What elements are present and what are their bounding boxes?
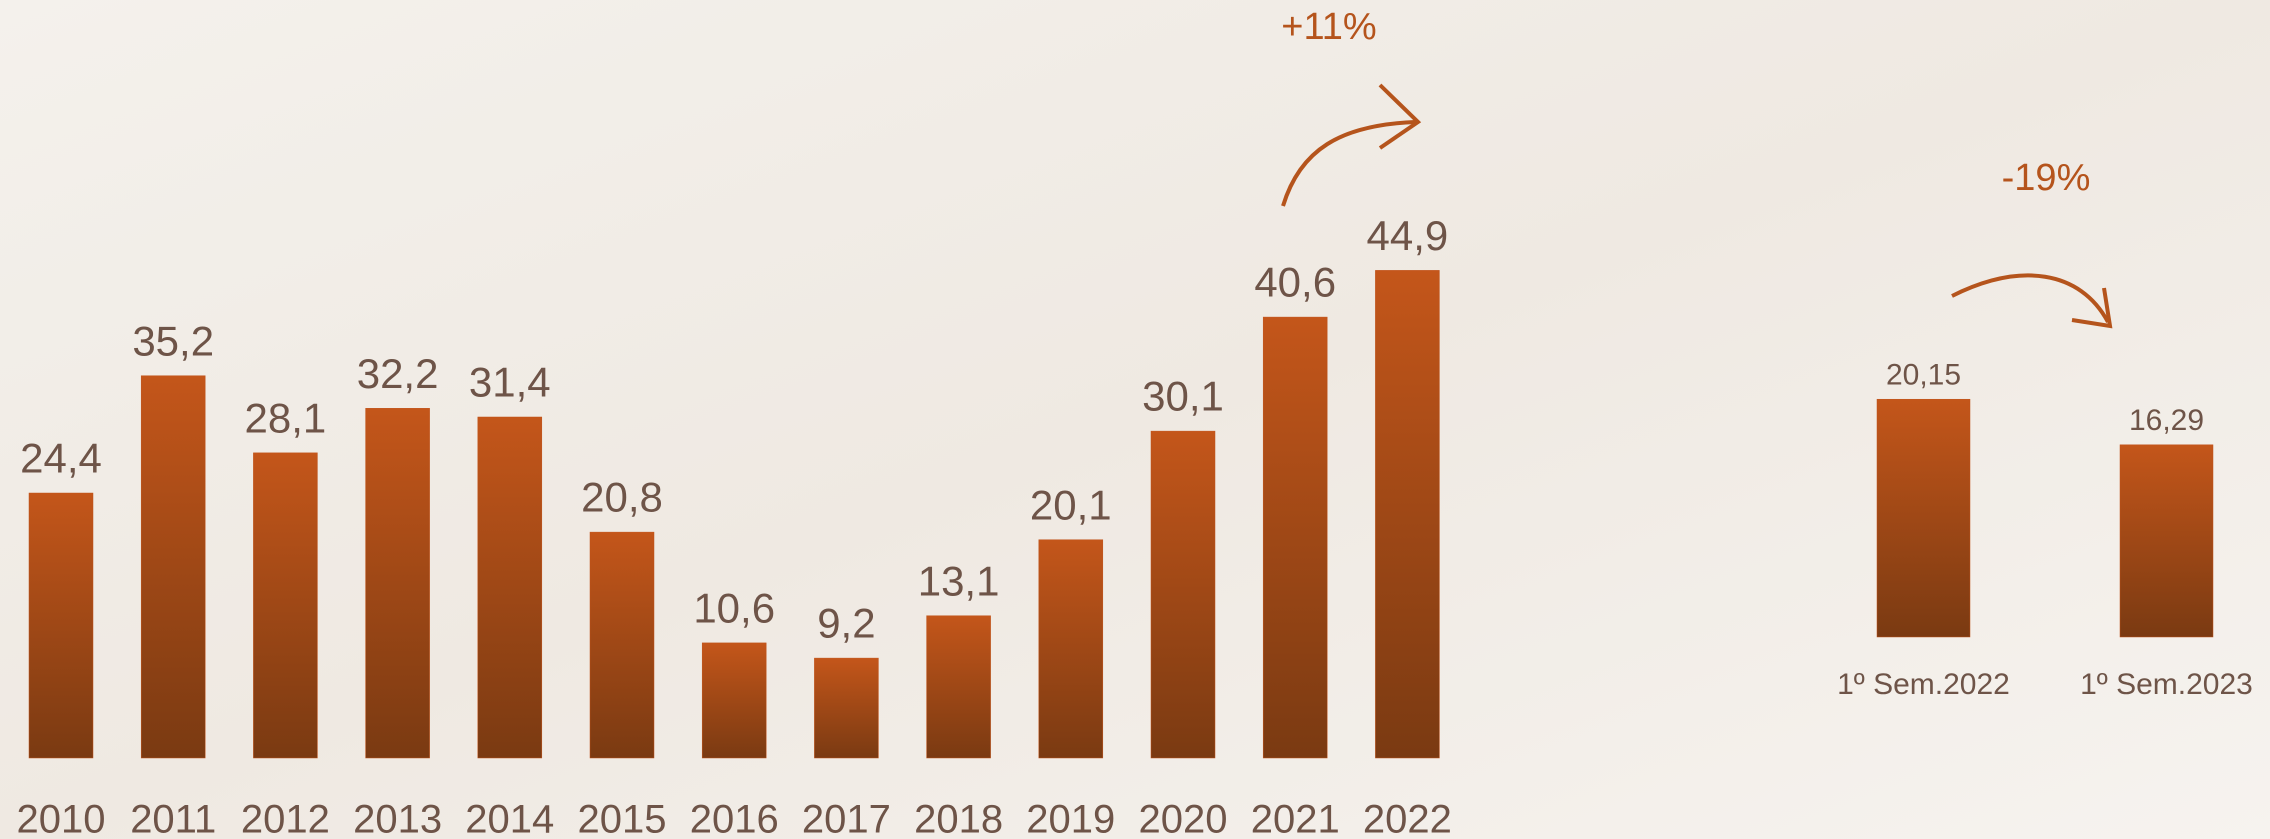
x-tick-label: 2014 [465,798,554,839]
x-tick-label: 2015 [578,798,667,839]
x-tick-label: 2016 [690,798,779,839]
value-label: 44,9 [1367,212,1449,259]
value-label: 31,4 [469,359,551,406]
x-tick-label: 1º Sem.2022 [1837,668,2010,701]
x-tick-label: 2020 [1139,798,1228,839]
arrow-up [1281,120,1416,207]
value-label: 9,2 [817,600,875,647]
bar [253,452,318,759]
value-label: 20,15 [1886,359,1961,392]
x-tick-label: 1º Sem.2023 [2080,668,2253,701]
x-tick-label: 2019 [1026,798,1115,839]
annotation: -19% [2002,157,2091,199]
value-label: 10,6 [693,584,775,631]
bar [1262,316,1328,759]
value-label: 30,1 [1142,373,1224,420]
value-label: 35,2 [132,317,214,364]
value-label: 16,29 [2129,404,2204,437]
x-tick-label: 2022 [1363,798,1452,839]
bar [477,416,543,759]
value-label: 28,1 [245,394,327,441]
x-tick-label: 2021 [1251,798,1340,839]
bar [1038,539,1104,759]
bar [926,615,991,759]
value-label: 20,1 [1030,481,1112,528]
bar [1876,398,1971,638]
value-label: 40,6 [1254,259,1336,306]
bar [28,492,94,759]
x-tick-label: 2017 [802,798,891,839]
bar [365,408,430,759]
x-tick-label: 2012 [241,798,330,839]
x-tick-label: 2011 [130,798,216,839]
bar [589,531,655,759]
annotation: +11% [1281,6,1376,48]
arrow-down [1951,273,2110,323]
value-label: 20,8 [581,474,663,521]
arrow-down-head [2071,287,2113,329]
arrow-up-head [1378,83,1422,150]
bar [140,375,206,759]
bar [701,642,767,759]
bar [1375,270,1440,759]
bar [2119,444,2214,638]
x-tick-label: 2010 [17,798,106,839]
x-tick-label: 2018 [914,798,1003,839]
bar [814,657,879,759]
value-label: 32,2 [357,350,439,397]
value-label: 24,4 [20,435,102,482]
bar [1150,430,1216,759]
value-label: 13,1 [918,557,1000,604]
x-tick-label: 2013 [353,798,442,839]
